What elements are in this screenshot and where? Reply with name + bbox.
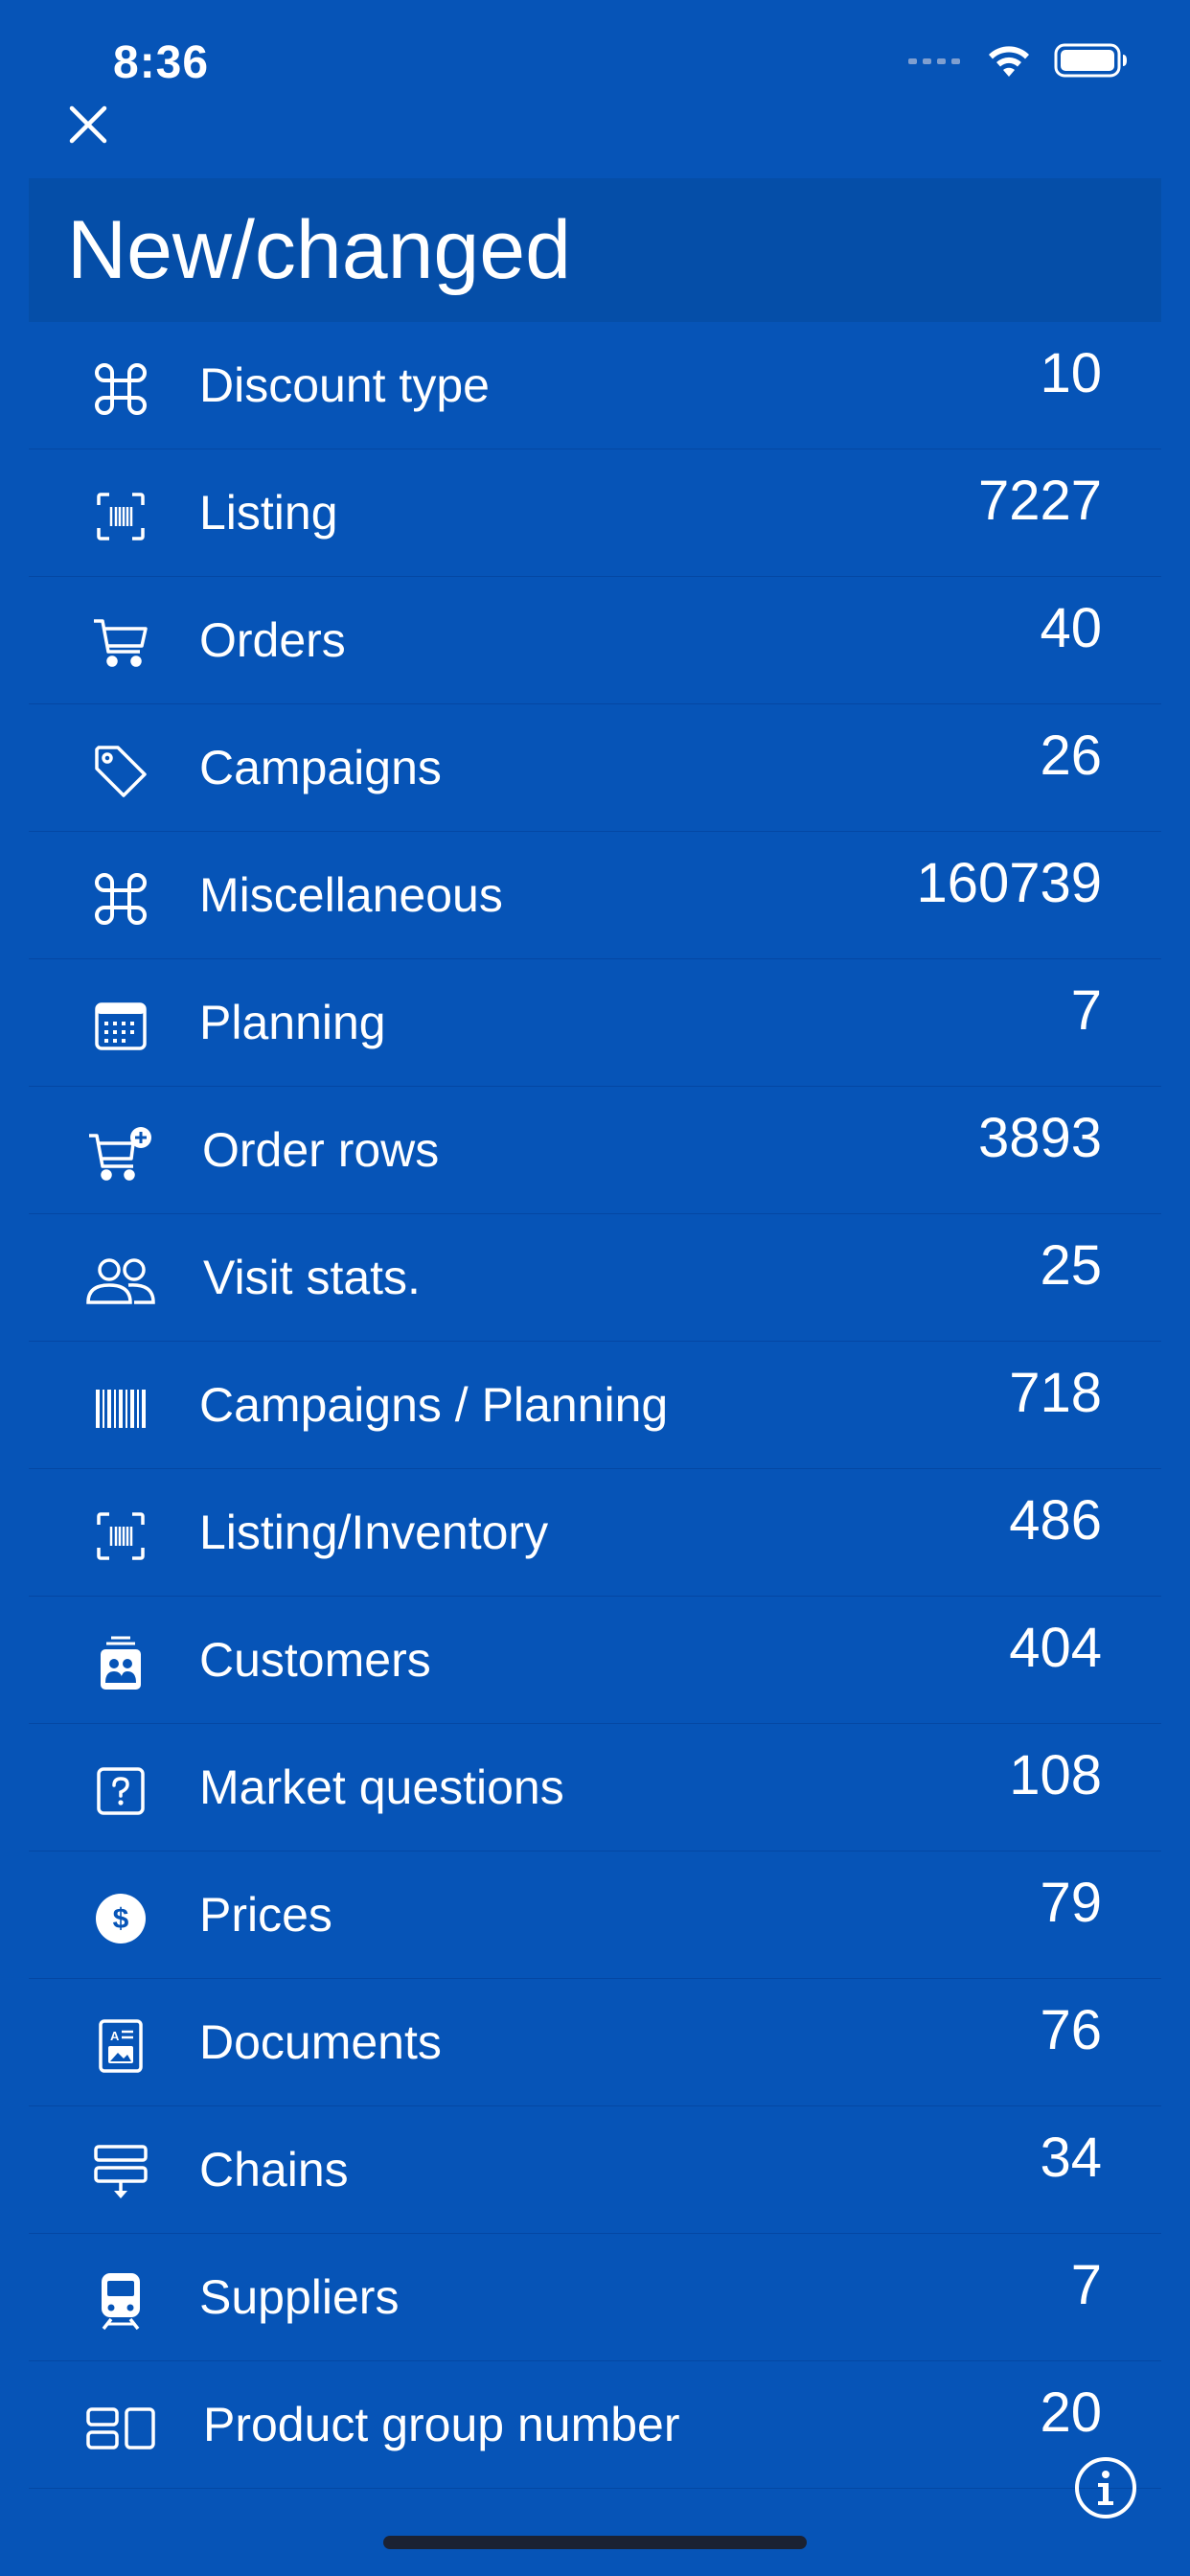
wifi-icon [985,42,1033,79]
list-item-count: 79 [1040,1872,1102,1934]
list-item-label: Suppliers [199,2270,400,2324]
list-item-visit-stats[interactable]: Visit stats. 25 [29,1214,1161,1342]
info-button[interactable] [1073,2455,1138,2520]
list-item-label: Orders [199,613,346,667]
list-item-count: 76 [1040,1999,1102,2061]
list-item-count: 10 [1040,342,1102,404]
cart-plus-icon [86,1125,155,1183]
list-item-miscellaneous[interactable]: Miscellaneous 160739 [29,832,1161,959]
list-item-count: 7 [1070,2254,1102,2316]
list-item-label: Discount type [199,358,490,412]
list-item-planning[interactable]: Planning 7 [29,959,1161,1087]
document-icon: A [86,2017,155,2075]
list-item-label: Listing/Inventory [199,1506,549,1559]
signal-icon [908,54,964,67]
barcode-scan-icon [86,488,155,545]
dollar-circle-icon: $ [86,1890,155,1947]
barcode-scan-icon [86,1507,155,1565]
status-indicators [908,42,1129,79]
page-title: New/changed [67,203,571,296]
command-icon [86,360,155,418]
list-item-count: 40 [1040,597,1102,659]
list-item-discount-type[interactable]: Discount type 10 [29,322,1161,449]
list-item-product-group-number[interactable]: Product group number 20 [29,2361,1161,2489]
list-item-chains[interactable]: Chains 34 [29,2106,1161,2234]
list-item-documents[interactable]: A Documents 76 [29,1979,1161,2106]
section-header: New/changed [29,178,1161,322]
list-item-campaigns-planning[interactable]: Campaigns / Planning 718 [29,1342,1161,1469]
question-square-icon [86,1762,155,1820]
chain-download-icon [86,2145,155,2202]
list-item-customers[interactable]: Customers 404 [29,1597,1161,1724]
list-item-label: Customers [199,1633,431,1687]
list-item-label: Listing [199,486,338,540]
list-item-count: 7227 [977,470,1102,532]
list-item-listing-inventory[interactable]: Listing/Inventory 486 [29,1469,1161,1597]
list-item-prices[interactable]: $ Prices 79 [29,1852,1161,1979]
list-item-label: Product group number [203,2398,680,2451]
list-item-count: 34 [1040,2127,1102,2189]
list-item-count: 404 [1009,1617,1102,1679]
list-item-label: Documents [199,2015,442,2069]
changes-list: Discount type 10 Listing 7227 [29,322,1161,2489]
list-item-count: 25 [1040,1234,1102,1297]
barcode-icon [86,1380,155,1438]
list-item-campaigns[interactable]: Campaigns 26 [29,704,1161,832]
product-group-icon [86,2400,155,2457]
close-icon [69,105,107,144]
calendar-icon [86,998,155,1055]
command-icon [86,870,155,928]
list-item-listing[interactable]: Listing 7227 [29,449,1161,577]
svg-text:$: $ [113,1903,129,1935]
list-item-count: 108 [1009,1744,1102,1806]
tram-icon [86,2272,155,2331]
list-item-count: 3893 [977,1107,1102,1169]
people-icon [86,1253,155,1310]
home-indicator[interactable] [383,2536,807,2549]
list-item-count: 26 [1040,724,1102,787]
list-item-order-rows[interactable]: Order rows 3893 [29,1087,1161,1214]
contact-card-icon [86,1635,155,1692]
list-item-label: Visit stats. [203,1251,421,1304]
list-item-label: Campaigns / Planning [199,1378,669,1432]
list-item-market-questions[interactable]: Market questions 108 [29,1724,1161,1852]
list-item-label: Prices [199,1888,332,1942]
list-item-label: Order rows [202,1123,440,1177]
list-item-count: 486 [1009,1489,1102,1552]
list-item-orders[interactable]: Orders 40 [29,577,1161,704]
list-item-count: 718 [1009,1362,1102,1424]
list-item-label: Campaigns [199,741,442,794]
list-item-suppliers[interactable]: Suppliers 7 [29,2234,1161,2361]
status-bar: 8:36 [0,0,1190,125]
info-icon [1073,2455,1138,2520]
list-item-label: Planning [199,996,386,1049]
list-item-count: 20 [1040,2381,1102,2444]
tag-icon [86,743,155,800]
close-button[interactable] [59,96,117,153]
cart-icon [86,615,155,673]
battery-icon [1054,42,1129,79]
list-item-label: Market questions [199,1760,564,1814]
list-item-label: Chains [199,2143,349,2196]
list-item-label: Miscellaneous [199,868,503,922]
list-item-count: 7 [1070,979,1102,1042]
list-item-count: 160739 [916,852,1102,914]
svg-text:A: A [110,2029,120,2043]
status-time: 8:36 [113,37,210,88]
